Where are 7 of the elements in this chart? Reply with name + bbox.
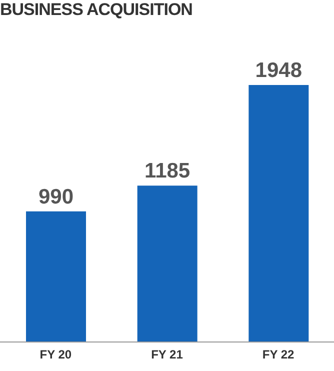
x-tick-label: FY 22	[262, 348, 295, 362]
data-label: 990	[38, 185, 74, 208]
x-tick-label: FY 20	[40, 348, 72, 362]
chart-title: BUSINESS ACQUISITION	[0, 0, 192, 20]
x-tick-label: FY 21	[151, 348, 184, 362]
data-label: 1948	[255, 59, 302, 82]
data-label: 1185	[144, 160, 190, 183]
